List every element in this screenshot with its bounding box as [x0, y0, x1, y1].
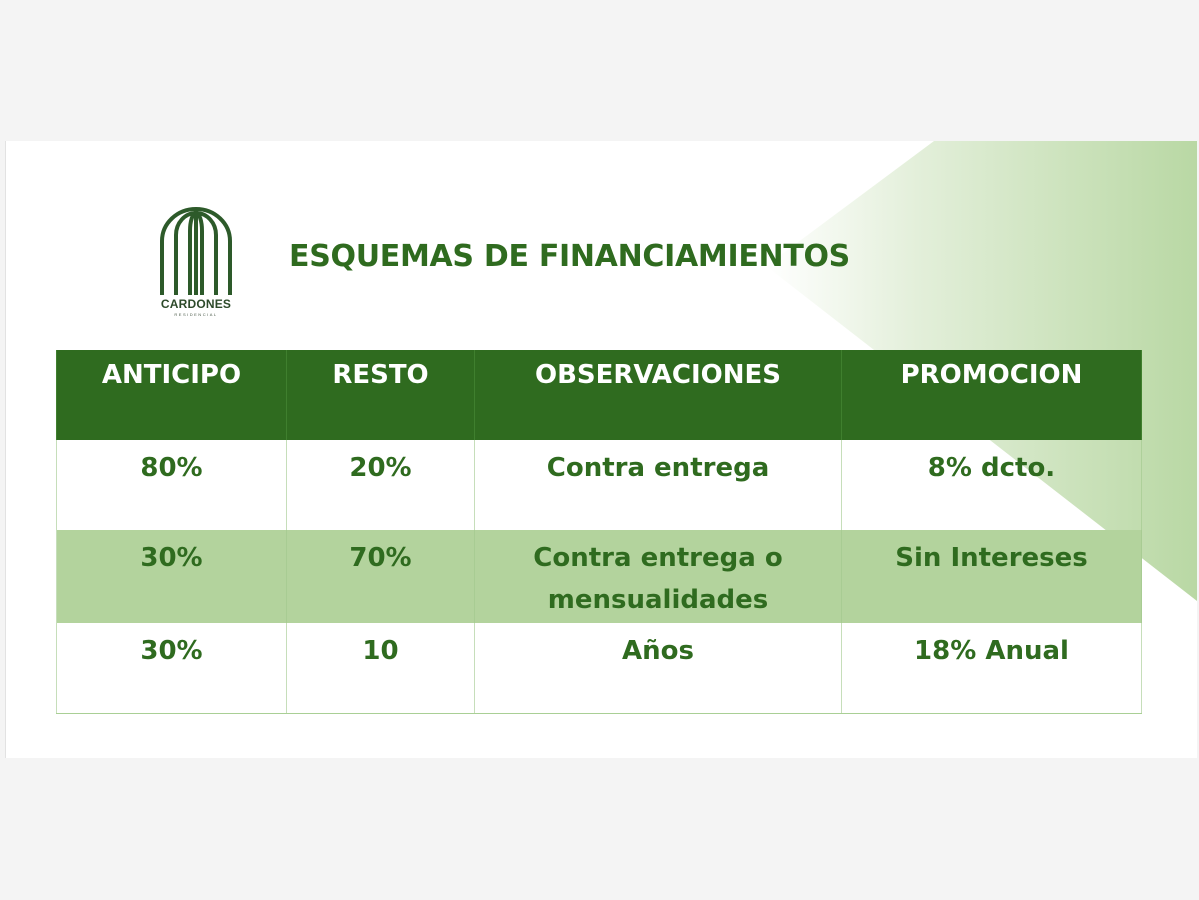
logo-name: CARDONES	[160, 297, 232, 311]
table-row: 80% 20% Contra entrega 8% dcto.	[56, 440, 1142, 530]
cell-anticipo: 30%	[56, 530, 287, 623]
table-row: 30% 70% Contra entrega o mensualidades S…	[56, 530, 1142, 623]
cell-observaciones: Contra entrega o mensualidades	[474, 530, 842, 623]
page-title: ESQUEMAS DE FINANCIAMIENTOS	[289, 239, 850, 274]
cell-promocion: Sin Intereses	[841, 530, 1142, 623]
cell-anticipo: 80%	[56, 440, 287, 530]
cardones-logo: CARDONES RESIDENCIAL	[154, 205, 238, 319]
cell-resto: 20%	[286, 440, 475, 530]
header-promocion: PROMOCION	[841, 350, 1142, 440]
arch-gate-icon	[160, 207, 232, 295]
cell-promocion: 8% dcto.	[841, 440, 1142, 530]
cell-observaciones: Años	[474, 623, 842, 714]
logo-subtitle: RESIDENCIAL	[174, 312, 218, 317]
cell-anticipo: 30%	[56, 623, 287, 714]
cell-resto: 10	[286, 623, 475, 714]
header-observaciones: OBSERVACIONES	[474, 350, 842, 440]
financing-table: ANTICIPO RESTO OBSERVACIONES PROMOCION 8…	[56, 350, 1142, 714]
header-resto: RESTO	[286, 350, 475, 440]
header-anticipo: ANTICIPO	[56, 350, 287, 440]
slide: CARDONES RESIDENCIAL ESQUEMAS DE FINANCI…	[5, 141, 1197, 758]
cell-resto: 70%	[286, 530, 475, 623]
cell-observaciones: Contra entrega	[474, 440, 842, 530]
table-row: 30% 10 Años 18% Anual	[56, 623, 1142, 714]
table-header-row: ANTICIPO RESTO OBSERVACIONES PROMOCION	[56, 350, 1142, 440]
cell-promocion: 18% Anual	[841, 623, 1142, 714]
